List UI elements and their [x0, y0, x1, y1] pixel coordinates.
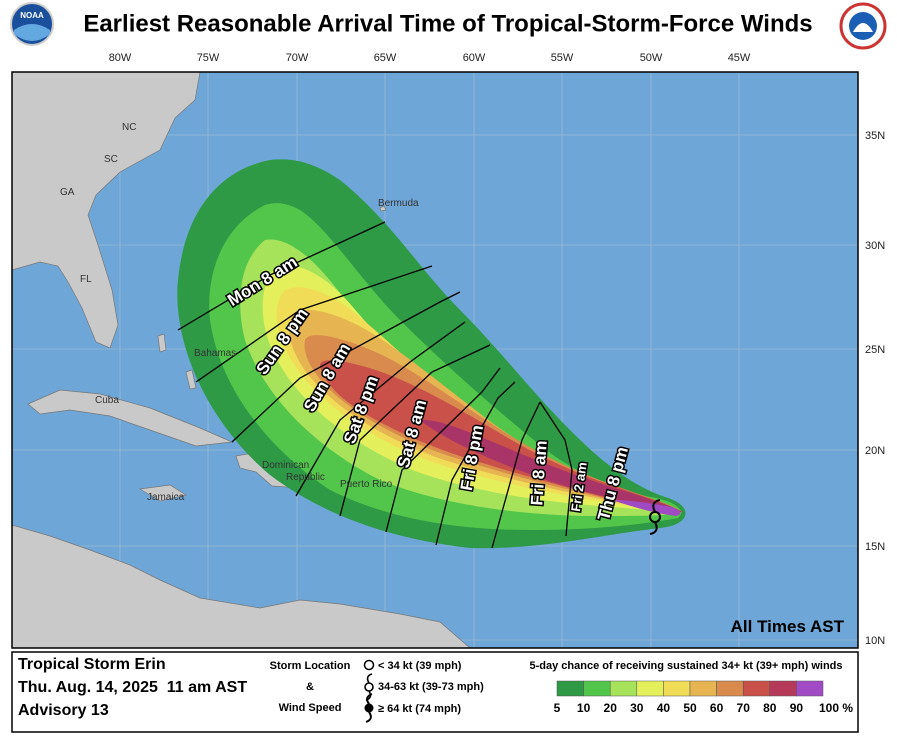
title: Earliest Reasonable Arrival Time of Trop…	[83, 10, 812, 37]
symbol-label: 34-63 kt (39-73 mph)	[378, 681, 484, 693]
symbol-label: < 34 kt (39 mph)	[378, 660, 462, 672]
advisory: Advisory 13	[18, 702, 109, 719]
lon-label: 75W	[197, 52, 220, 64]
lat-label: 30N	[865, 240, 885, 252]
lon-label: 70W	[286, 52, 309, 64]
scale-swatch	[689, 680, 717, 697]
scale-swatch	[636, 680, 664, 697]
map	[11, 71, 859, 649]
lon-label: 65W	[374, 52, 397, 64]
scale-swatch	[556, 680, 584, 697]
scale-label: 10	[577, 701, 591, 715]
storm-symbol	[649, 499, 661, 535]
wind-speed-title: Wind Speed	[279, 702, 342, 714]
scale-swatch	[583, 680, 611, 697]
place-label: Dominican	[262, 460, 309, 471]
place-label: Puerto Rico	[340, 479, 393, 490]
place-label: Jamaica	[147, 492, 185, 503]
place-label: SC	[104, 154, 118, 165]
place-label: Republic	[286, 472, 325, 483]
longitude-labels: 80W 75W 70W 65W 60W 55W 50W 45W	[109, 52, 751, 64]
isochrones	[177, 221, 573, 549]
scale-swatch	[769, 680, 797, 697]
lon-label: 50W	[640, 52, 663, 64]
scale-label: 5	[554, 701, 561, 715]
legend: Tropical Storm Erin Thu. Aug. 14, 2025 1…	[11, 651, 859, 733]
scale-label: 20	[604, 701, 618, 715]
issued: Thu. Aug. 14, 2025 11 am AST	[18, 679, 247, 696]
place-label: FL	[80, 274, 92, 285]
lat-label: 25N	[865, 344, 885, 356]
probability-title: 5-day chance of receiving sustained 34+ …	[530, 660, 843, 672]
scale-swatch	[742, 680, 771, 697]
symbol-label: ≥ 64 kt (74 mph)	[378, 703, 461, 715]
lon-label: 80W	[109, 52, 132, 64]
lat-label: 10N	[865, 635, 885, 647]
place-label: Bermuda	[378, 198, 419, 209]
lat-label: 20N	[865, 445, 885, 457]
arrival-label: Fri 8 am	[527, 440, 551, 506]
place-labels: NC SC GA FL Bermuda Bahamas Cuba Jamaica…	[60, 122, 419, 503]
lat-label: 35N	[865, 130, 885, 142]
logo-text: NOAA	[20, 11, 44, 20]
latitude-labels: 35N 30N 25N 20N 15N 10N	[865, 130, 885, 647]
scale-label: 80	[763, 701, 777, 715]
scale-label: 60	[710, 701, 724, 715]
time-zone-note: All Times AST	[731, 617, 845, 636]
place-label: GA	[60, 187, 75, 198]
scale-swatch	[716, 680, 744, 697]
scale-label: 40	[657, 701, 671, 715]
scale-swatch	[796, 680, 824, 697]
place-label: Cuba	[95, 395, 119, 406]
noaa-logo: NOAA	[10, 2, 54, 46]
scale-swatch	[663, 680, 691, 697]
lon-label: 55W	[551, 52, 574, 64]
storm-name: Tropical Storm Erin	[18, 656, 166, 673]
ampersand: &	[306, 681, 314, 693]
scale-label: 70	[737, 701, 751, 715]
scale-label: 50	[683, 701, 697, 715]
lon-label: 45W	[728, 52, 751, 64]
scale-swatch	[609, 680, 638, 697]
place-label: NC	[122, 122, 136, 133]
scale-label: 90	[790, 701, 804, 715]
lat-label: 15N	[865, 541, 885, 553]
scale-label: 30	[630, 701, 644, 715]
nws-logo	[839, 2, 887, 50]
storm-location-title: Storm Location	[270, 660, 351, 672]
place-label: Bahamas	[194, 348, 236, 359]
scale-label: 100 %	[819, 701, 853, 715]
lon-label: 60W	[463, 52, 486, 64]
